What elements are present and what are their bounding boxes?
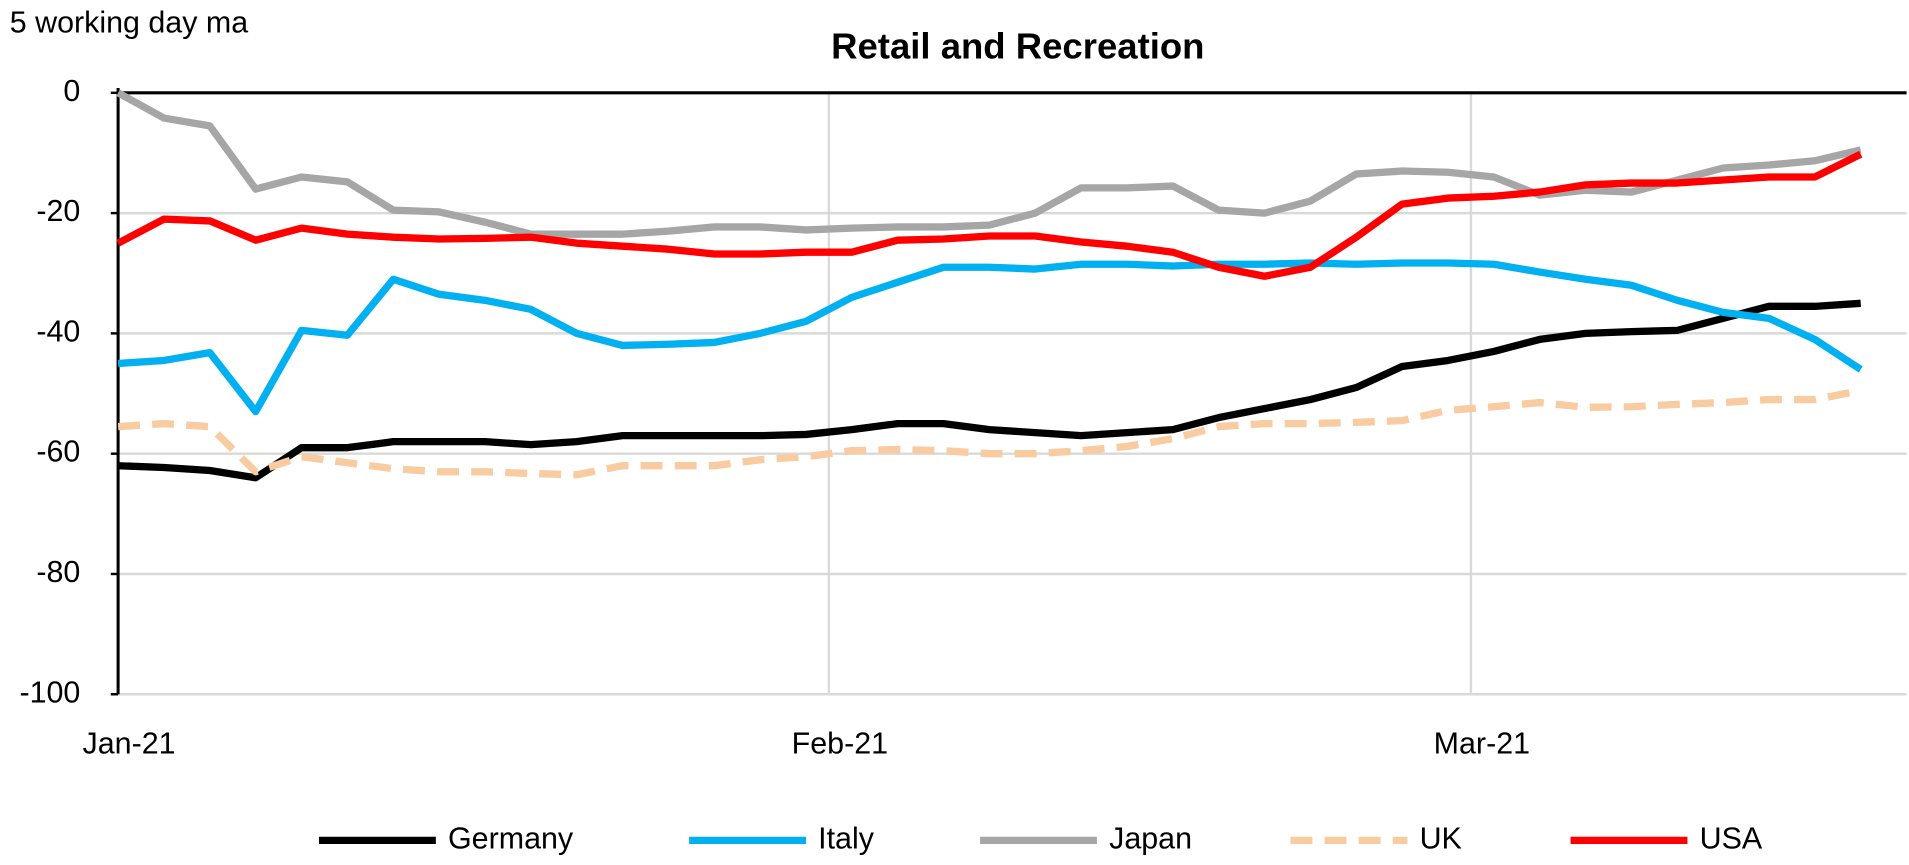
legend-label: Japan (1109, 821, 1192, 855)
y-tick-label: -100 (19, 675, 80, 709)
y-tick-label: -20 (36, 194, 80, 228)
line-series (117, 259, 1863, 416)
line-series (117, 299, 1861, 482)
x-tick-label: Jan-21 (83, 726, 176, 760)
y-tick-label: -80 (36, 555, 80, 589)
y-axis-label: 5 working day ma (10, 6, 248, 40)
chart-title: Retail and Recreation (831, 26, 1204, 67)
line-series (116, 150, 1863, 280)
x-tick-label: Mar-21 (1434, 726, 1530, 760)
legend-label: USA (1700, 821, 1763, 855)
legend-label: UK (1420, 821, 1462, 855)
y-tick-label: -60 (36, 435, 80, 469)
line-series (116, 89, 1862, 238)
y-tick-label: -40 (36, 314, 80, 348)
legend-label: Germany (448, 821, 574, 855)
line-series (117, 386, 1862, 479)
x-tick-label: Feb-21 (792, 726, 888, 760)
y-tick-label: 0 (63, 74, 80, 108)
legend-label: Italy (818, 821, 875, 855)
